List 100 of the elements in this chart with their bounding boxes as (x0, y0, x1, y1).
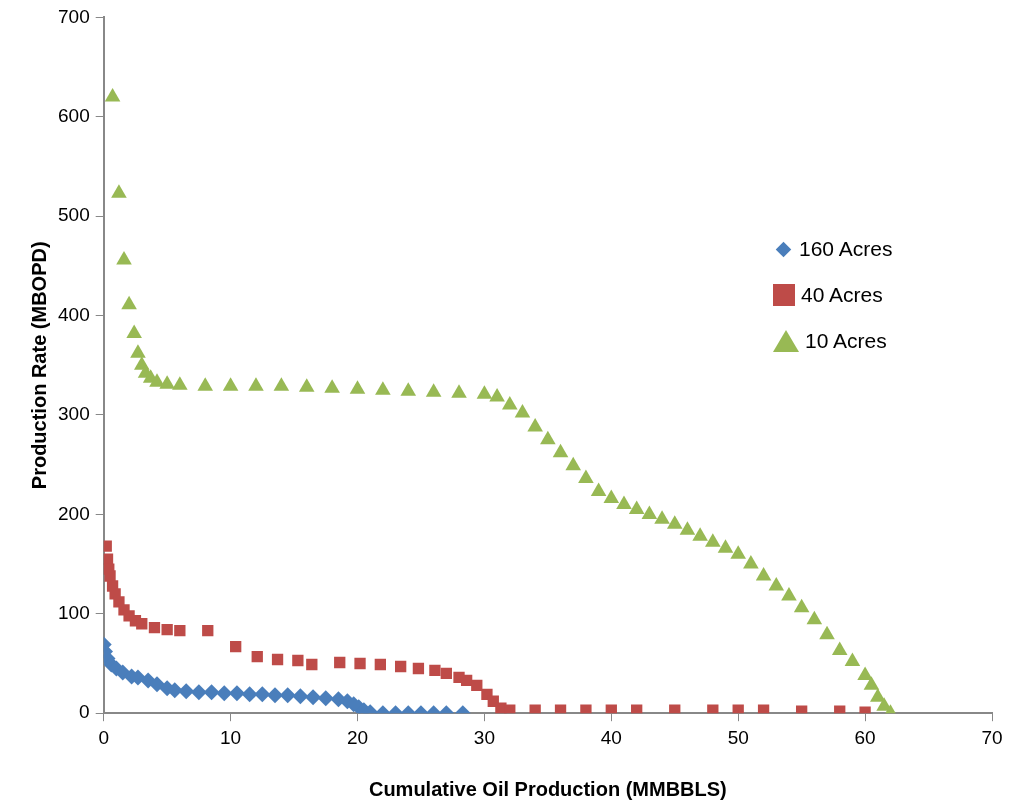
point (654, 510, 670, 524)
point (394, 660, 407, 673)
point (578, 469, 594, 484)
point (514, 404, 531, 418)
point (273, 377, 290, 391)
point (159, 375, 175, 389)
point (730, 545, 746, 559)
point (705, 533, 721, 547)
point (203, 684, 220, 701)
point (130, 344, 146, 358)
point (354, 657, 366, 670)
point (628, 500, 645, 514)
x-tick-label: 0 (98, 726, 109, 748)
point (149, 676, 165, 693)
point (605, 704, 617, 714)
point (241, 686, 258, 703)
point (136, 618, 148, 630)
point (471, 679, 483, 692)
y-tick-label: 300 (58, 403, 90, 425)
point (254, 686, 271, 703)
point (755, 567, 772, 581)
x-tick-label: 60 (854, 726, 876, 748)
point (504, 704, 516, 714)
point (781, 586, 797, 601)
point (540, 430, 556, 445)
point (230, 640, 242, 653)
point (603, 489, 620, 503)
point (202, 625, 214, 637)
point (292, 654, 304, 667)
point (116, 250, 132, 265)
point (251, 650, 263, 663)
y-tick-label: 500 (58, 204, 90, 226)
point (529, 704, 541, 714)
point (831, 641, 848, 656)
point (271, 653, 284, 666)
point (641, 505, 658, 519)
legend-label: 160 Acres (799, 237, 893, 262)
point (425, 383, 442, 397)
point (863, 676, 880, 690)
point (580, 704, 592, 714)
point (554, 704, 567, 714)
point (669, 704, 681, 714)
point (216, 685, 233, 702)
point (161, 624, 173, 636)
point (298, 378, 315, 392)
x-tick-label: 10 (220, 726, 242, 748)
point (306, 658, 318, 671)
point (857, 666, 873, 680)
point (104, 87, 121, 102)
point (440, 667, 452, 680)
point (834, 705, 846, 714)
y-tick-label: 600 (58, 105, 90, 127)
point (174, 625, 186, 637)
point (349, 380, 366, 394)
point (460, 674, 473, 687)
point (374, 658, 386, 671)
point (489, 388, 505, 402)
legend-label: 10 Acres (805, 329, 887, 354)
point (190, 684, 207, 701)
point (631, 704, 643, 714)
point (717, 539, 734, 553)
point (412, 662, 425, 675)
point (317, 690, 334, 707)
point (222, 377, 239, 391)
point (732, 704, 744, 714)
point (707, 704, 719, 714)
x-tick-label: 50 (727, 726, 749, 748)
point (870, 688, 886, 702)
point (793, 598, 810, 613)
point (305, 689, 322, 706)
x-tick-label: 30 (473, 726, 495, 748)
point (121, 295, 137, 310)
point (178, 683, 195, 700)
point (400, 382, 417, 396)
legend-label: 40 Acres (801, 283, 883, 308)
point (197, 377, 214, 391)
point (267, 687, 284, 704)
point (806, 610, 823, 625)
y-tick-label: 200 (58, 502, 90, 524)
point (148, 622, 161, 634)
point (757, 704, 770, 714)
point (666, 515, 683, 529)
x-axis-title: Cumulative Oil Production (MMBBLS) (368, 777, 727, 800)
x-tick-label: 40 (600, 726, 622, 748)
point (565, 456, 582, 471)
point (429, 664, 441, 677)
point (552, 443, 569, 458)
y-axis-title: Production Rate (MBOPD) (27, 241, 50, 490)
x-tick-label: 20 (346, 726, 369, 748)
point (527, 417, 543, 432)
point (692, 527, 708, 541)
point (743, 555, 759, 569)
point (768, 576, 785, 591)
y-tick-label: 0 (79, 701, 90, 723)
point (126, 324, 142, 338)
point (149, 373, 165, 387)
point (819, 625, 835, 640)
point (111, 184, 127, 198)
point (228, 685, 245, 702)
point (324, 379, 340, 393)
